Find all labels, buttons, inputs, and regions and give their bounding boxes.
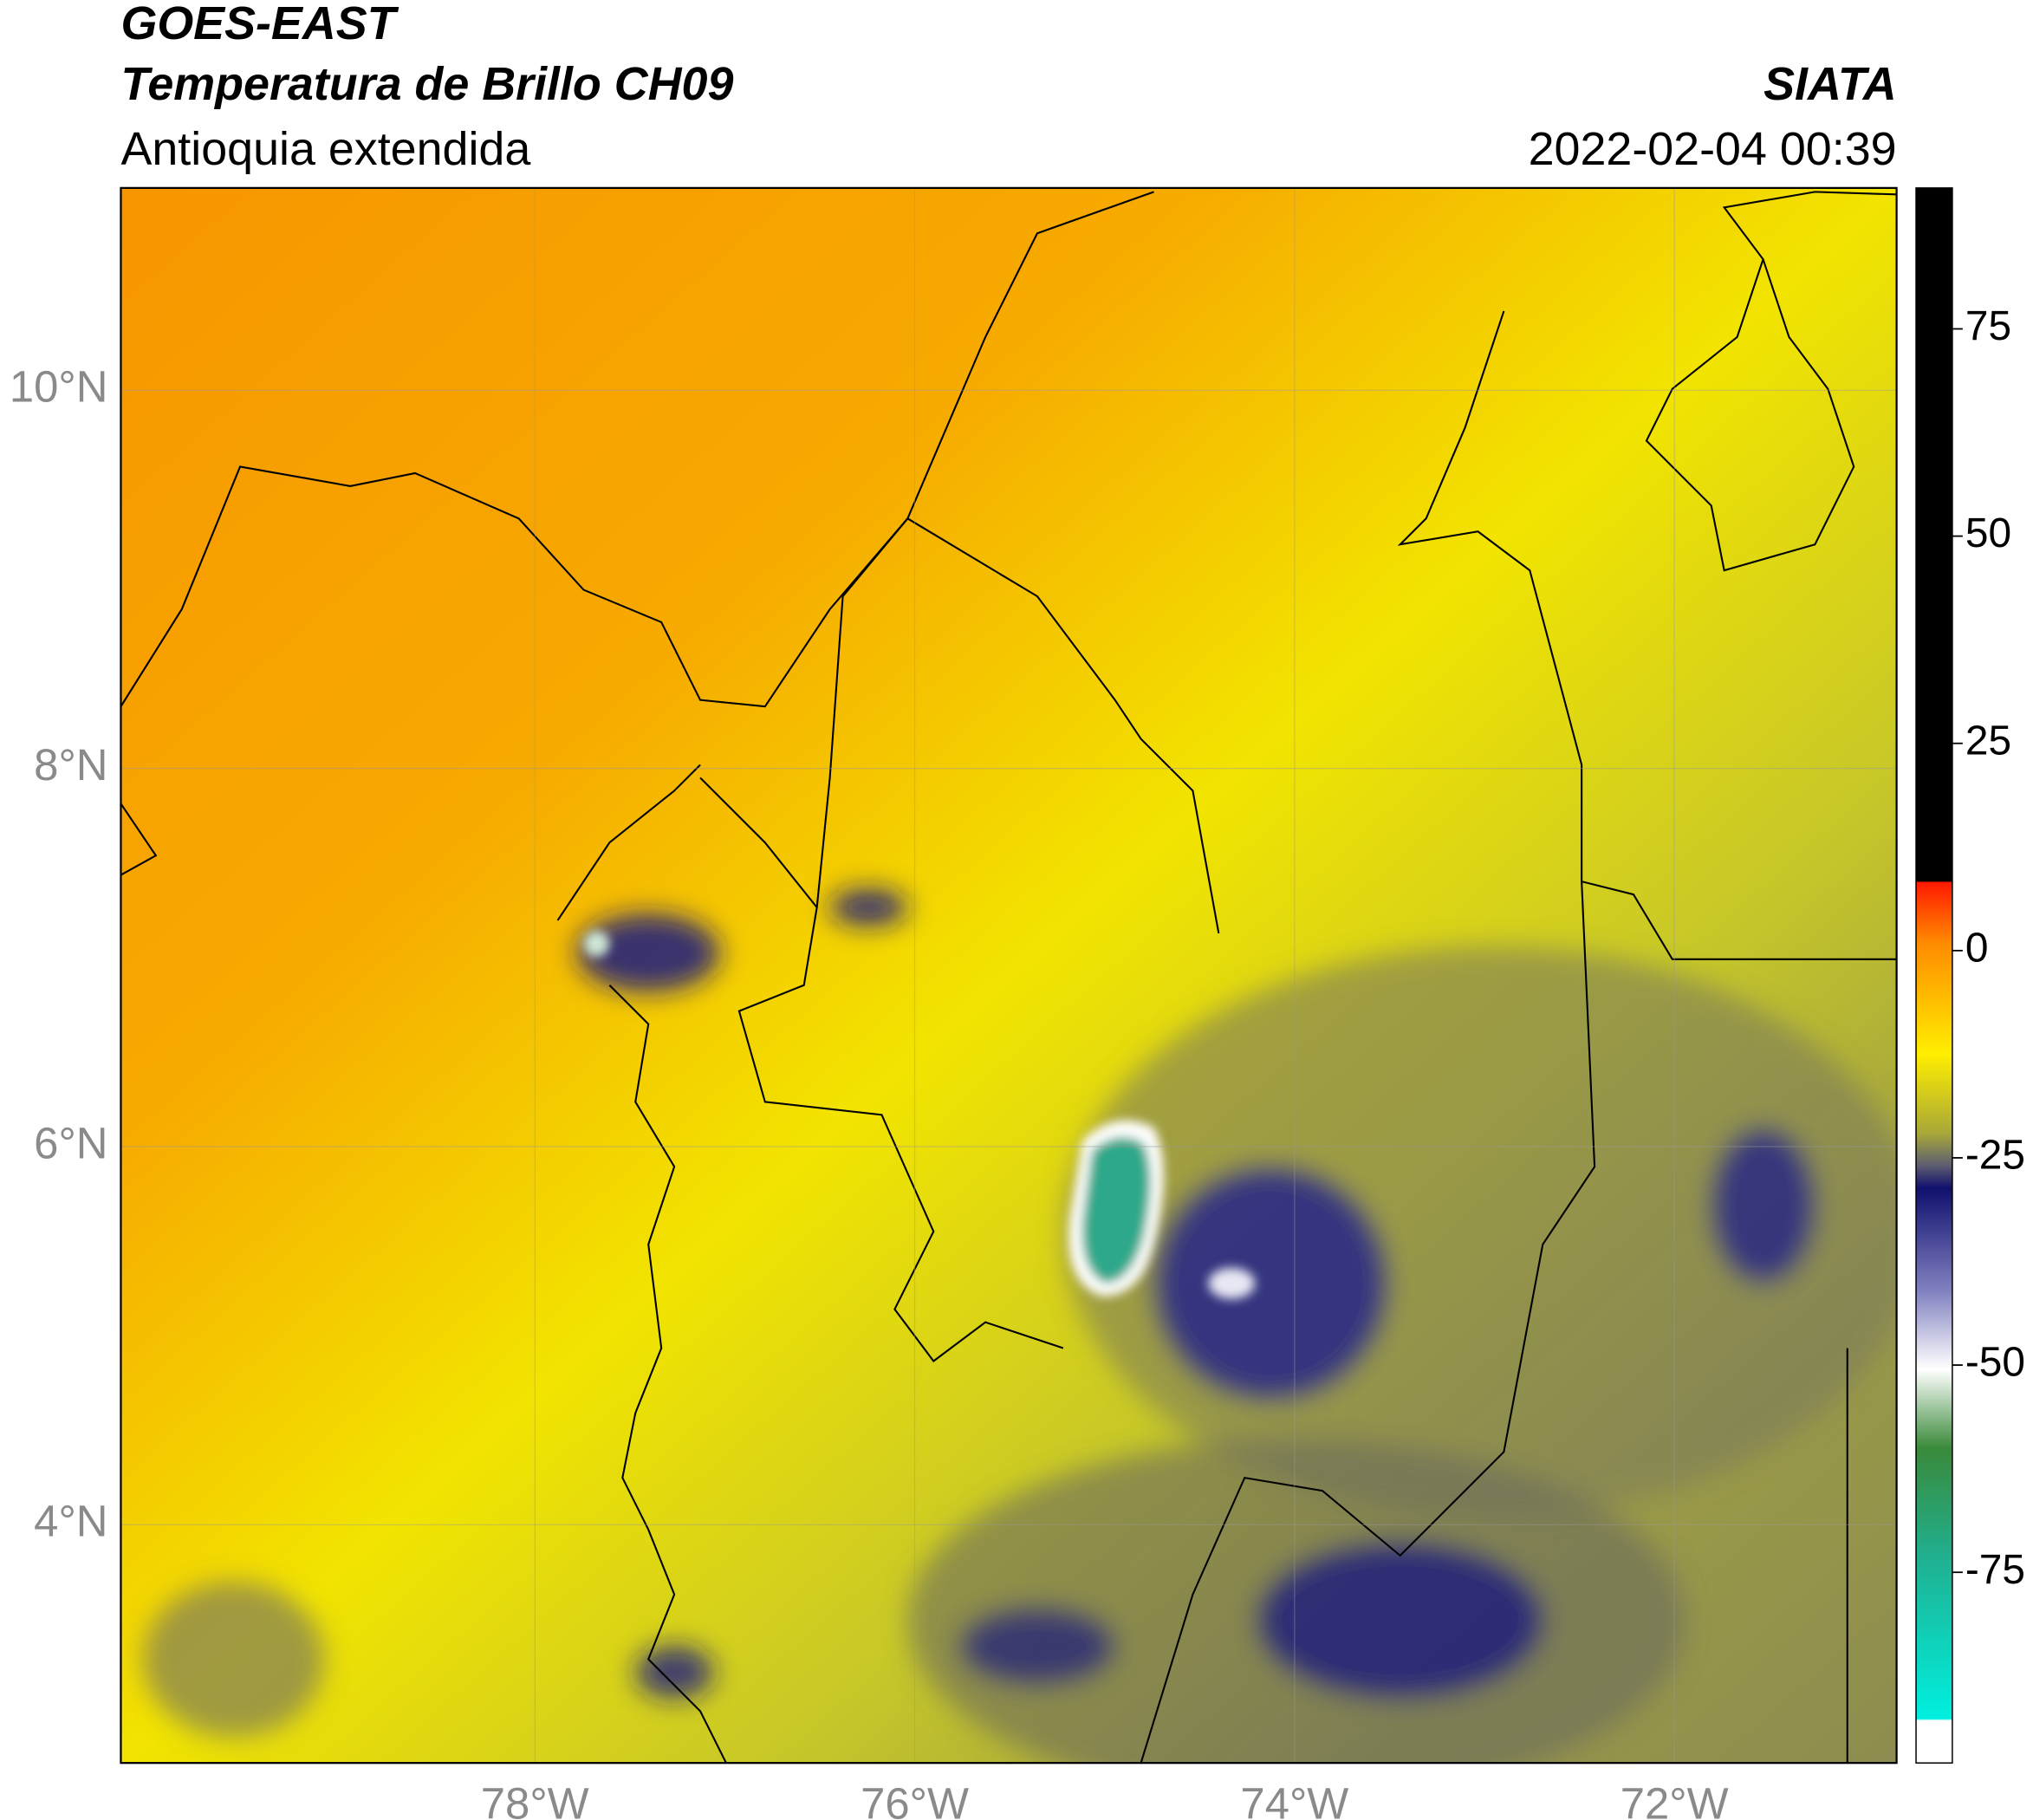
colorbar <box>1915 187 1953 1764</box>
map <box>120 187 1897 1764</box>
x-tick-label: 78°W <box>481 1778 589 1820</box>
boundaries <box>120 191 1897 1764</box>
title: GOES-EAST <box>120 0 399 49</box>
grid <box>120 187 1897 1764</box>
colorbar-tick-label: 50 <box>1965 510 2011 556</box>
source: SIATA <box>1763 58 1897 110</box>
subtitle: Temperatura de Brillo CH09 <box>120 58 733 110</box>
x-tick-label: 76°W <box>861 1778 969 1820</box>
colorbar-tick-label: -25 <box>1965 1133 2025 1179</box>
y-tick-label: 8°N <box>34 740 107 790</box>
y-tick-label: 4°N <box>34 1497 107 1546</box>
map-frame <box>120 186 1898 1765</box>
colorbar-tick-label: 25 <box>1965 718 2011 764</box>
cloud-field <box>142 889 1897 1764</box>
colorbar-tick-label: -50 <box>1965 1340 2025 1386</box>
colorbar-tick-label: 0 <box>1965 925 1989 971</box>
colorbar-tick-label: -75 <box>1965 1547 2025 1593</box>
timestamp: 2022-02-04 00:39 <box>1529 123 1897 175</box>
x-tick-label: 72°W <box>1621 1778 1729 1820</box>
region: Antioquia extendida <box>120 123 530 175</box>
y-tick-label: 6°N <box>34 1118 107 1167</box>
colorbar-tick-label: 75 <box>1965 303 2011 349</box>
x-tick-label: 74°W <box>1240 1778 1348 1820</box>
cold-tops <box>583 930 1256 1299</box>
y-tick-label: 10°N <box>10 362 108 412</box>
